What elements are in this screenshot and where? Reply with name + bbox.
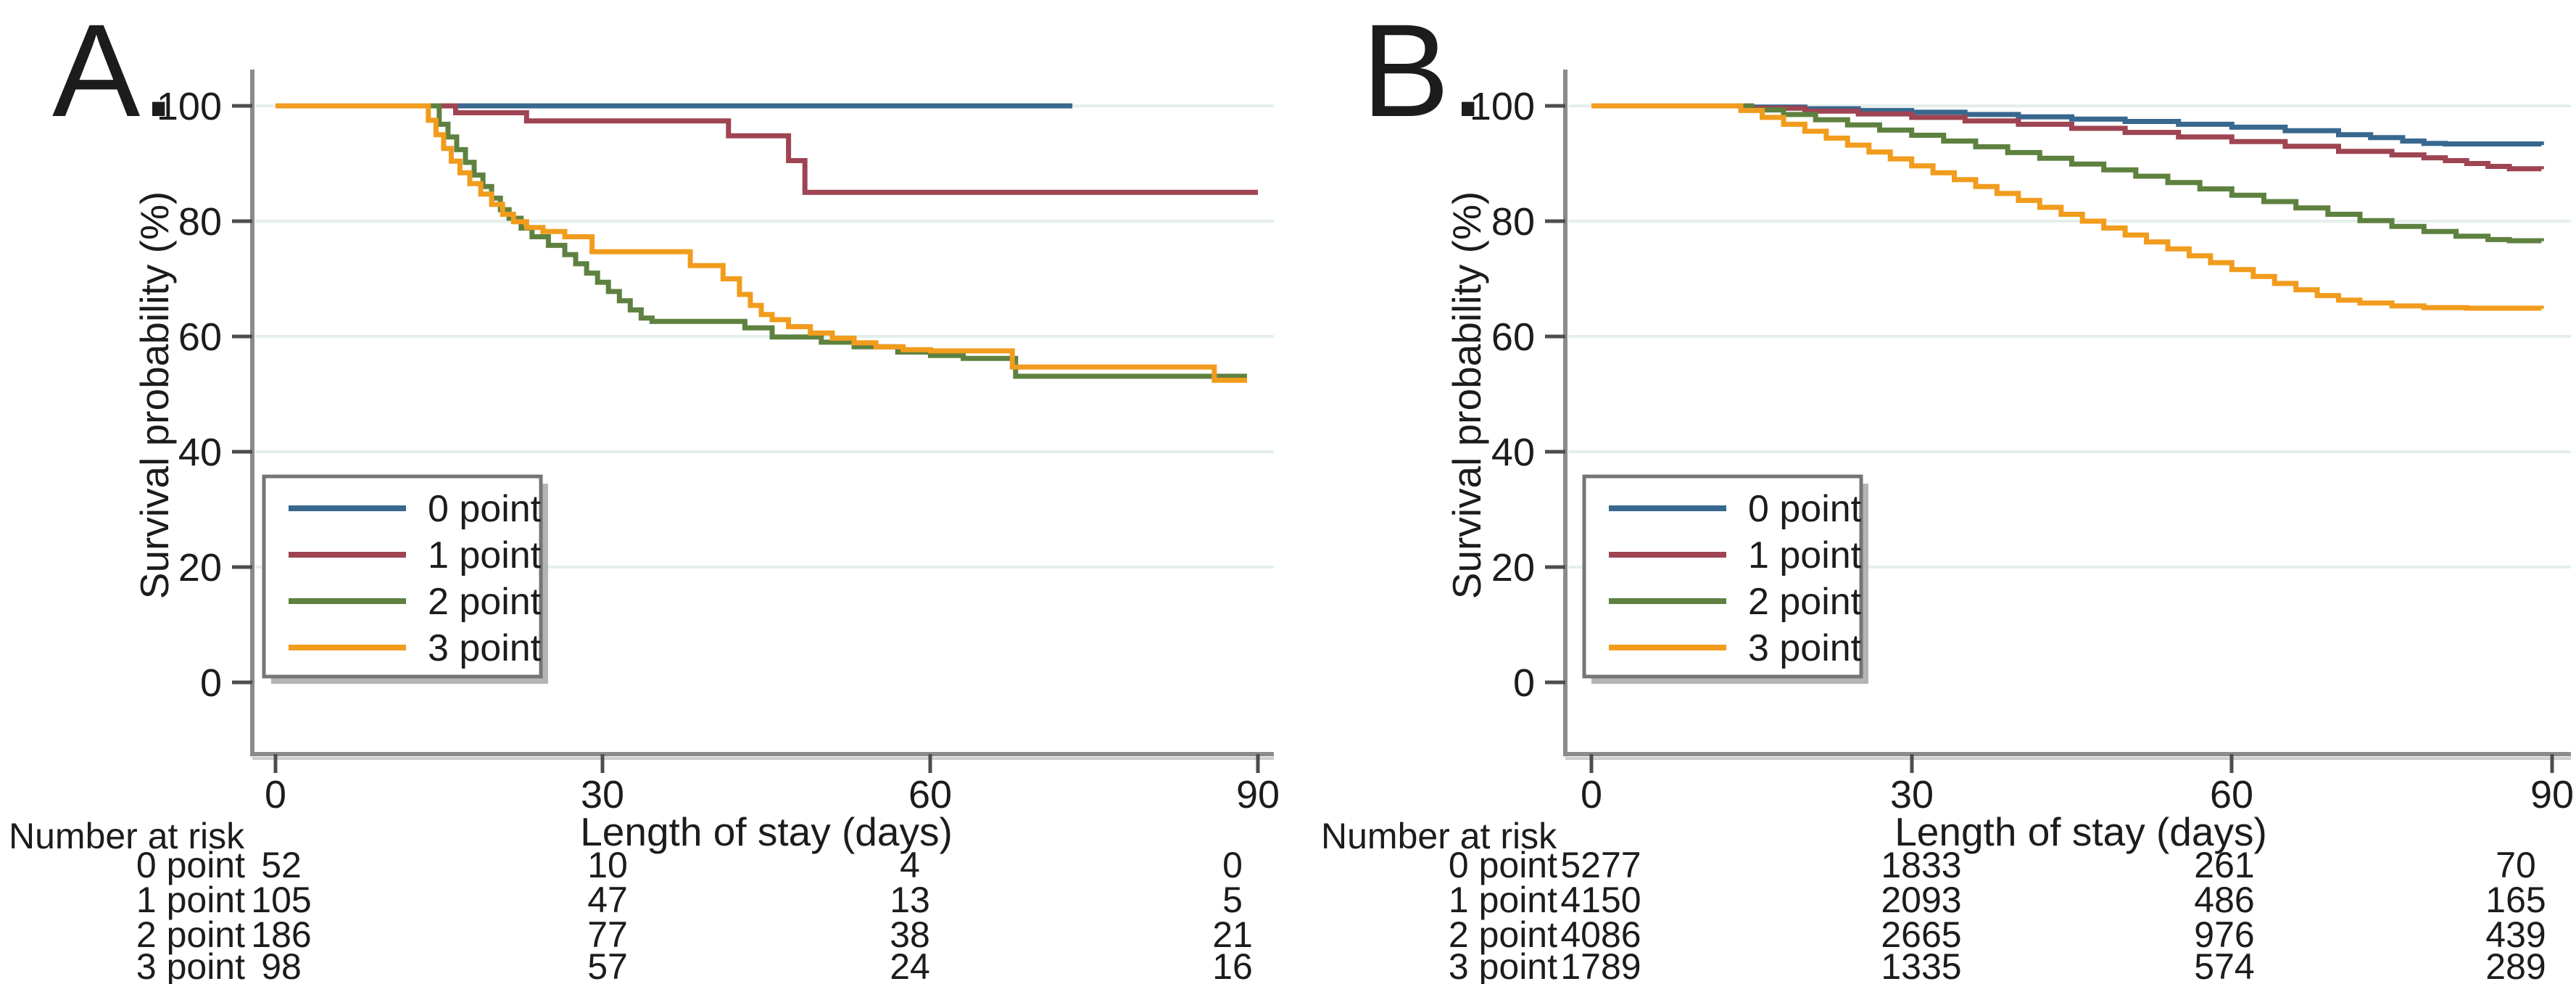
panel-b: B. Survival probability (%) 100 80 60 <box>1321 0 2574 984</box>
x-tick-30: 30 <box>581 773 624 816</box>
risk-value: 574 <box>2194 946 2254 984</box>
y-tick-80: 80 <box>178 200 222 244</box>
legend-label-0-point: 0 point <box>428 488 542 530</box>
panel-b-y-axis-label: Survival probability (%) <box>1444 191 1489 599</box>
y-tick-60: 60 <box>178 315 222 359</box>
risk-value: 47 <box>587 880 628 920</box>
panel-a-x-ticks <box>273 754 1260 773</box>
x-tick-90: 90 <box>1236 773 1280 816</box>
risk-row-label: 1 point <box>1449 880 1557 920</box>
panel-a-y-ticks <box>232 104 252 685</box>
y-tick-0: 0 <box>200 661 222 705</box>
risk-value: 186 <box>251 914 311 955</box>
risk-value: 261 <box>2194 845 2254 885</box>
y-tick-0: 0 <box>1513 661 1535 705</box>
risk-value: 24 <box>890 946 930 984</box>
risk-row-label: 2 point <box>1449 914 1557 955</box>
legend-label-1-point: 1 point <box>428 534 542 576</box>
risk-value: 0 <box>1222 845 1243 885</box>
km-curve-a-1-point <box>276 103 1258 195</box>
panel-b-y-tick-labels: 100 80 60 40 20 0 <box>1470 85 1535 705</box>
risk-value: 2665 <box>1881 914 1961 955</box>
risk-value: 2093 <box>1881 880 1961 920</box>
risk-row-label: 3 point <box>1449 946 1557 984</box>
risk-value: 976 <box>2194 914 2254 955</box>
risk-value: 5 <box>1222 880 1243 920</box>
y-tick-100: 100 <box>1470 85 1535 128</box>
panel-b-x-ticks <box>1589 754 2554 773</box>
risk-value: 98 <box>261 946 302 984</box>
risk-value: 70 <box>2496 845 2536 885</box>
legend-label-3-point: 3 point <box>428 627 542 669</box>
risk-value: 439 <box>2485 914 2546 955</box>
risk-value: 10 <box>587 845 628 885</box>
risk-value: 57 <box>587 946 628 984</box>
km-curve-b-3-point <box>1591 103 2544 311</box>
y-tick-80: 80 <box>1491 200 1535 244</box>
risk-value: 77 <box>587 914 628 955</box>
risk-value: 16 <box>1212 946 1253 984</box>
risk-value: 289 <box>2485 946 2546 984</box>
risk-value: 105 <box>251 880 311 920</box>
risk-value: 165 <box>2485 880 2546 920</box>
legend-label-1-point: 1 point <box>1748 534 1862 576</box>
km-curve-b-2-point <box>1591 103 2544 244</box>
y-tick-40: 40 <box>178 431 222 474</box>
risk-value: 4150 <box>1560 880 1641 920</box>
panel-b-y-ticks <box>1545 104 1565 685</box>
km-curve-b-1-point <box>1591 103 2544 172</box>
panel-a-y-tick-labels: 100 80 60 40 20 0 <box>157 85 222 705</box>
panel-b-title: B. <box>1362 0 1486 144</box>
panel-b-x-tick-labels: 0 30 60 90 <box>1581 773 2574 816</box>
panel-a-y-axis-label: Survival probability (%) <box>132 191 177 599</box>
legend-label-3-point: 3 point <box>1748 627 1862 669</box>
risk-row-label: 1 point <box>136 880 245 920</box>
risk-value: 4 <box>900 845 920 885</box>
panel-a-title: A. <box>52 0 177 144</box>
risk-table-header: Number at risk <box>1321 816 1557 856</box>
risk-value: 486 <box>2194 880 2254 920</box>
panel-a-legend: 0 point 1 point 2 point 3 point <box>262 474 548 684</box>
y-tick-40: 40 <box>1491 431 1535 474</box>
risk-row-label: 2 point <box>136 914 245 955</box>
legend-label-2-point: 2 point <box>428 581 542 623</box>
y-tick-60: 60 <box>1491 315 1535 359</box>
legend-label-2-point: 2 point <box>1748 581 1862 623</box>
y-tick-20: 20 <box>178 546 222 590</box>
panel-a-x-tick-labels: 0 30 60 90 <box>265 773 1280 816</box>
panel-a-risk-table: Number at risk 0 point 52 10 4 0 1 point… <box>9 816 1253 984</box>
risk-row-label: 3 point <box>136 946 245 984</box>
panel-a: A. Survival probability (%) 100 80 60 <box>9 0 1280 984</box>
panel-b-curves <box>1591 103 2544 311</box>
risk-value: 13 <box>890 880 930 920</box>
panel-a-curves <box>276 103 1258 383</box>
x-tick-30: 30 <box>1890 773 1934 816</box>
risk-value: 52 <box>261 845 302 885</box>
risk-value: 38 <box>890 914 930 955</box>
x-tick-60: 60 <box>908 773 952 816</box>
y-tick-100: 100 <box>157 85 222 128</box>
risk-value: 21 <box>1212 914 1253 955</box>
y-tick-20: 20 <box>1491 546 1535 590</box>
x-tick-60: 60 <box>2210 773 2253 816</box>
panel-b-x-axis-label: Length of stay (days) <box>1894 809 2267 854</box>
x-tick-0: 0 <box>1581 773 1602 816</box>
risk-row-label: 0 point <box>1449 845 1557 885</box>
risk-value: 1833 <box>1881 845 1961 885</box>
panel-b-legend: 0 point 1 point 2 point 3 point <box>1582 474 1868 684</box>
km-curve-a-3-point <box>276 103 1247 383</box>
risk-value: 5277 <box>1560 845 1641 885</box>
panel-a-x-axis-label: Length of stay (days) <box>580 809 953 854</box>
panel-b-risk-table: Number at risk 0 point 5277 1833 261 70 … <box>1321 816 2546 984</box>
legend-label-0-point: 0 point <box>1748 488 1862 530</box>
risk-value: 1789 <box>1560 946 1641 984</box>
risk-value: 4086 <box>1560 914 1641 955</box>
risk-value: 1335 <box>1881 946 1961 984</box>
risk-row-label: 0 point <box>136 845 245 885</box>
risk-table-header: Number at risk <box>9 816 245 856</box>
x-tick-0: 0 <box>265 773 286 816</box>
x-tick-90: 90 <box>2530 773 2574 816</box>
